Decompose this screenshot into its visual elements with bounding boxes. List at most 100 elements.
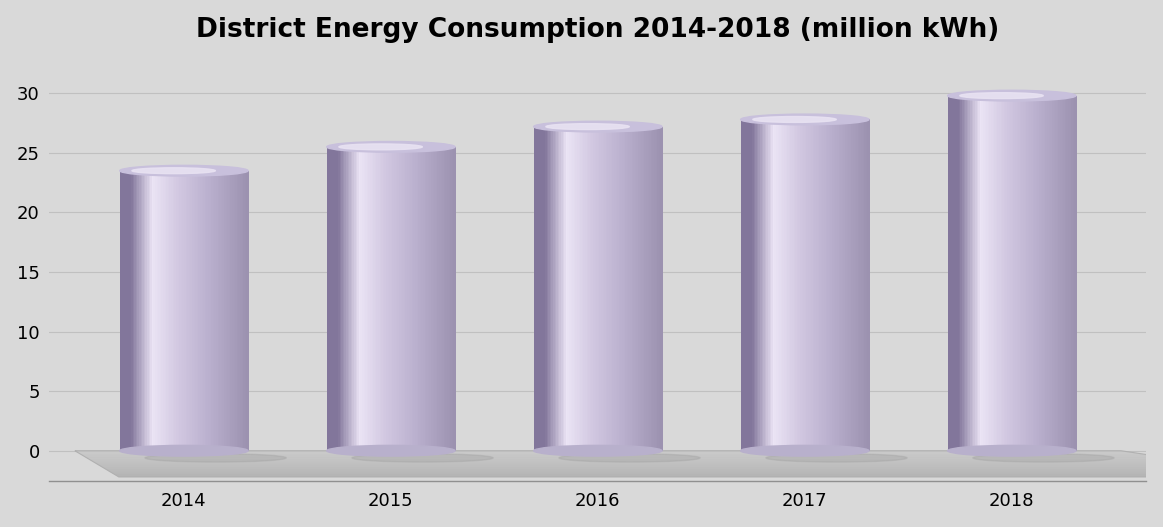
Bar <box>381 147 384 451</box>
Bar <box>998 95 1000 451</box>
Bar <box>651 126 654 451</box>
Bar <box>797 120 799 451</box>
Bar <box>565 126 569 451</box>
Bar <box>619 126 621 451</box>
Bar <box>744 120 747 451</box>
Bar <box>172 171 176 451</box>
Bar <box>564 126 566 451</box>
Polygon shape <box>113 473 1163 474</box>
Bar <box>590 126 592 451</box>
Bar <box>1055 95 1058 451</box>
Bar <box>861 120 864 451</box>
Bar <box>816 120 819 451</box>
Bar <box>1066 95 1069 451</box>
Bar <box>165 171 167 451</box>
Bar <box>408 147 412 451</box>
Bar <box>858 120 861 451</box>
Bar <box>776 120 778 451</box>
Bar <box>191 171 193 451</box>
Bar <box>356 147 358 451</box>
Bar <box>1062 95 1064 451</box>
Bar <box>996 95 998 451</box>
Bar <box>800 120 802 451</box>
Bar <box>390 147 392 451</box>
Bar <box>452 147 455 451</box>
Bar <box>394 147 397 451</box>
Bar <box>387 147 391 451</box>
Bar <box>755 120 758 451</box>
Bar <box>400 147 404 451</box>
Bar <box>618 126 620 451</box>
Bar <box>822 120 825 451</box>
Bar <box>428 147 430 451</box>
Bar <box>572 126 575 451</box>
Bar <box>555 126 557 451</box>
Bar <box>447 147 450 451</box>
Bar <box>783 120 785 451</box>
Bar <box>1007 95 1009 451</box>
Bar <box>436 147 438 451</box>
Bar <box>580 126 583 451</box>
Bar <box>752 120 755 451</box>
Bar <box>366 147 370 451</box>
Bar <box>972 95 975 451</box>
Bar <box>1068 95 1071 451</box>
Bar <box>1032 95 1034 451</box>
Bar <box>835 120 839 451</box>
Bar <box>605 126 607 451</box>
Polygon shape <box>101 466 1163 467</box>
Bar <box>657 126 659 451</box>
Bar <box>373 147 376 451</box>
Bar <box>545 126 548 451</box>
Bar <box>556 126 558 451</box>
Bar <box>167 171 171 451</box>
Bar <box>1033 95 1035 451</box>
Bar <box>1044 95 1047 451</box>
Bar <box>818 120 820 451</box>
Bar <box>399 147 401 451</box>
Bar <box>847 120 849 451</box>
Bar <box>594 126 598 451</box>
Bar <box>765 120 768 451</box>
Ellipse shape <box>120 165 248 176</box>
Bar <box>806 120 809 451</box>
Bar <box>985 95 987 451</box>
Bar <box>407 147 409 451</box>
Bar <box>364 147 366 451</box>
Ellipse shape <box>559 454 700 462</box>
Bar <box>612 126 615 451</box>
Ellipse shape <box>766 454 907 462</box>
Bar <box>336 147 338 451</box>
Bar <box>588 126 591 451</box>
Bar <box>598 126 600 451</box>
Ellipse shape <box>534 121 662 132</box>
Bar <box>419 147 421 451</box>
Bar <box>412 147 414 451</box>
Bar <box>179 171 181 451</box>
Bar <box>585 126 587 451</box>
Bar <box>140 171 142 451</box>
Bar <box>1041 95 1043 451</box>
Bar <box>413 147 416 451</box>
Bar <box>331 147 334 451</box>
Bar <box>221 171 223 451</box>
Polygon shape <box>86 457 1163 458</box>
Polygon shape <box>112 472 1163 473</box>
Polygon shape <box>117 476 1163 477</box>
Bar <box>216 171 219 451</box>
Bar <box>638 126 641 451</box>
Bar <box>1026 95 1029 451</box>
Bar <box>192 171 194 451</box>
Bar <box>415 147 418 451</box>
Bar <box>652 126 655 451</box>
Bar <box>771 120 773 451</box>
Bar <box>120 171 122 451</box>
Bar <box>361 147 363 451</box>
Bar <box>386 147 388 451</box>
Ellipse shape <box>752 116 836 122</box>
Bar <box>442 147 445 451</box>
Bar <box>136 171 138 451</box>
Bar <box>863 120 865 451</box>
Bar <box>611 126 613 451</box>
Bar <box>359 147 362 451</box>
